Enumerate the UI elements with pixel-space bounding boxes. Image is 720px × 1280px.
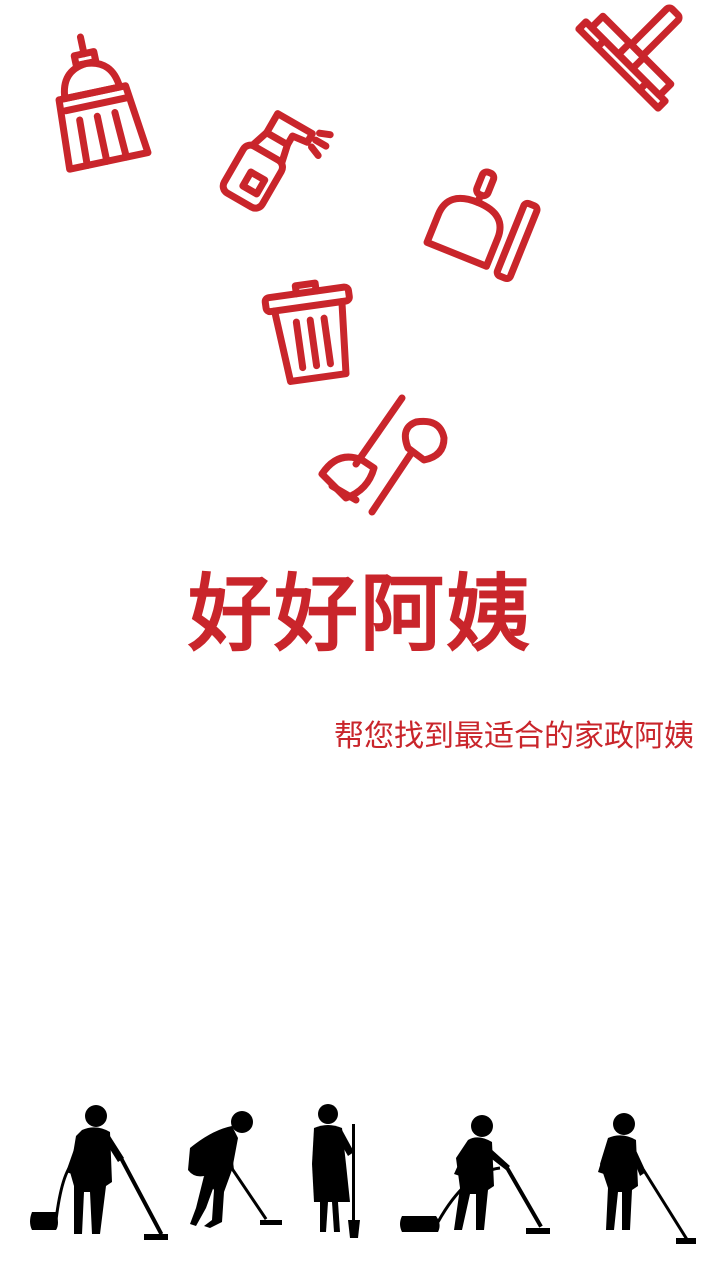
woman-mopping-silhouette bbox=[592, 1110, 702, 1250]
app-tagline: 帮您找到最适合的家政阿姨 bbox=[334, 719, 694, 754]
dustpan-brush-icon bbox=[418, 168, 541, 283]
broom-icon bbox=[38, 30, 158, 180]
app-title: 好好阿姨 bbox=[187, 565, 532, 663]
plunger-icon bbox=[312, 394, 452, 519]
trash-can-icon bbox=[261, 278, 362, 388]
squeegee-icon bbox=[552, 0, 692, 130]
woman-vacuuming-silhouette bbox=[26, 1102, 176, 1252]
woman-bending-sweeping-silhouette bbox=[176, 1108, 286, 1238]
spray-bottle-icon bbox=[214, 100, 334, 220]
woman-vacuuming-canister-silhouette bbox=[398, 1112, 558, 1242]
woman-holding-broom-silhouette bbox=[306, 1102, 366, 1242]
